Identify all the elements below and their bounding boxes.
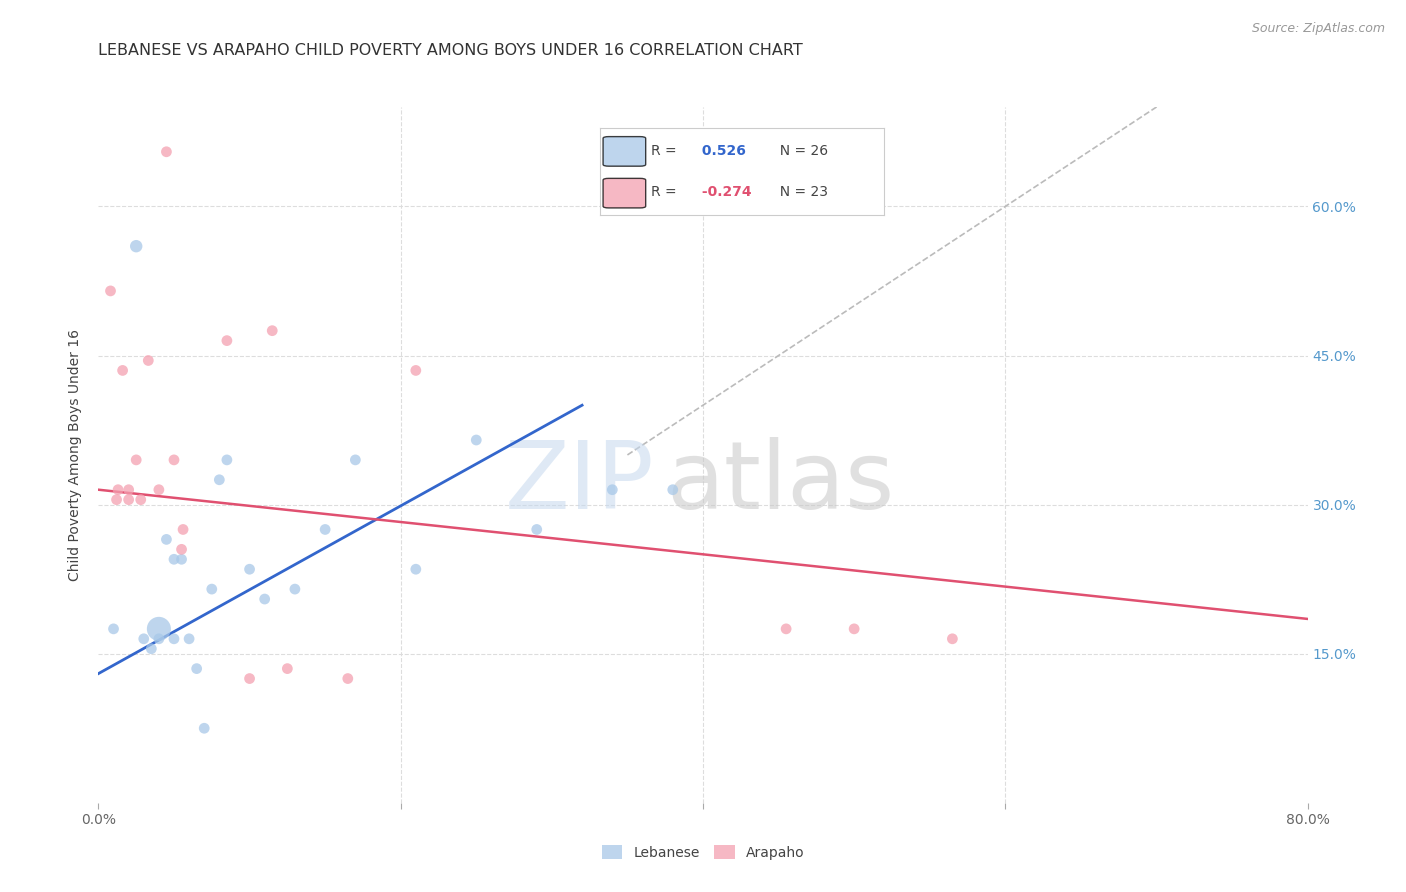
Point — [170, 552, 193, 566]
Legend: Lebanese, Arapaho: Lebanese, Arapaho — [596, 839, 810, 865]
Text: LEBANESE VS ARAPAHO CHILD POVERTY AMONG BOYS UNDER 16 CORRELATION CHART: LEBANESE VS ARAPAHO CHILD POVERTY AMONG … — [98, 43, 803, 58]
Point — [344, 453, 367, 467]
Point — [107, 483, 129, 497]
Point — [193, 721, 215, 735]
Point — [103, 622, 125, 636]
Point — [239, 672, 262, 686]
Point — [155, 533, 177, 547]
Point — [148, 632, 170, 646]
Text: ZIP: ZIP — [505, 437, 655, 529]
Y-axis label: Child Poverty Among Boys Under 16: Child Poverty Among Boys Under 16 — [69, 329, 83, 581]
Point — [405, 562, 427, 576]
Point — [465, 433, 488, 447]
Text: Source: ZipAtlas.com: Source: ZipAtlas.com — [1251, 22, 1385, 36]
Point — [201, 582, 224, 596]
Point — [129, 492, 152, 507]
Point — [100, 284, 122, 298]
Point — [141, 641, 163, 656]
Point — [136, 353, 159, 368]
Point — [314, 523, 336, 537]
Point — [276, 662, 298, 676]
Point — [208, 473, 231, 487]
Point — [775, 622, 797, 636]
Point — [125, 453, 148, 467]
Point — [262, 324, 284, 338]
Point — [105, 492, 128, 507]
Point — [215, 334, 238, 348]
Point — [118, 483, 141, 497]
Point — [239, 562, 262, 576]
Point — [186, 662, 208, 676]
Point — [405, 363, 427, 377]
Point — [111, 363, 134, 377]
Point — [155, 145, 177, 159]
Point — [172, 523, 194, 537]
Point — [163, 632, 186, 646]
Point — [284, 582, 307, 596]
Point — [844, 622, 866, 636]
Point — [602, 483, 624, 497]
Point — [148, 483, 170, 497]
Point — [148, 622, 170, 636]
Point — [253, 592, 276, 607]
Point — [170, 542, 193, 557]
Point — [941, 632, 963, 646]
Point — [215, 453, 238, 467]
Point — [526, 523, 548, 537]
Point — [118, 492, 141, 507]
Point — [125, 239, 148, 253]
Text: atlas: atlas — [666, 437, 896, 529]
Point — [179, 632, 201, 646]
Point — [163, 453, 186, 467]
Point — [132, 632, 155, 646]
Point — [662, 483, 685, 497]
Point — [163, 552, 186, 566]
Point — [336, 672, 359, 686]
